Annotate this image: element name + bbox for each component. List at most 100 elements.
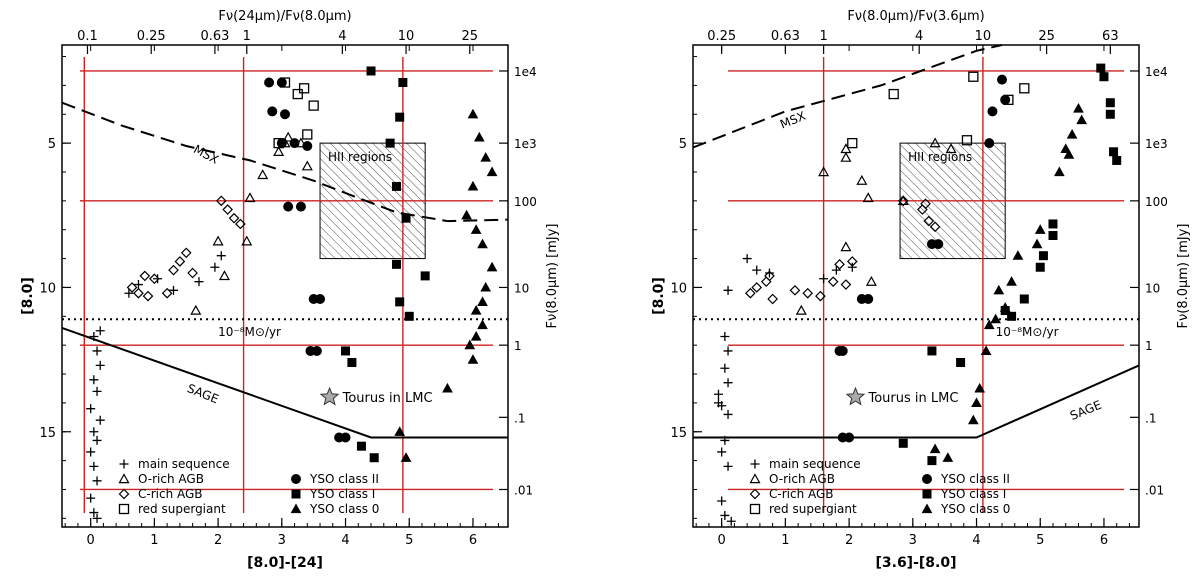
data-point [840,241,852,252]
series-diamond [126,195,246,302]
data-point [865,275,877,286]
data-point [92,386,102,396]
legend-marker-triangle [118,473,130,484]
data-point [856,174,868,185]
data-point [840,151,852,162]
data-point [1034,224,1046,234]
legend-label: C-rich AGB [138,487,203,501]
legend-label: YSO class I [940,487,1006,501]
data-point [308,100,319,111]
data-point [942,452,954,462]
data-point [187,267,198,279]
series-circle [834,74,1011,443]
data-point [95,415,105,425]
data-point [897,195,909,207]
legend-marker-square [118,503,130,515]
data-point [847,262,857,272]
data-point [283,201,294,212]
top-tick-label: 0.63 [200,29,229,44]
data-point [968,71,979,82]
data-point [1000,94,1011,105]
data-point [1012,250,1024,260]
data-point [847,137,858,149]
data-point [400,452,412,462]
plot-frame [61,44,509,528]
data-point [929,137,941,148]
x-tick-label: 3 [909,533,917,548]
legend-label: YSO class II [309,472,379,486]
data-point [720,332,730,342]
data-point [789,284,801,296]
data-point [1035,262,1045,272]
data-point [95,326,105,336]
data-point [194,277,204,287]
series-triangle [190,131,313,315]
x-tick-label: 2 [845,533,853,548]
data-point [92,476,102,486]
right-tick-label: .01 [514,483,533,497]
x-tick-label: 4 [341,533,349,548]
data-point [190,304,202,315]
data-point [840,279,852,290]
msx-limit-curve [61,101,509,223]
series-filledtriangle [394,108,498,462]
data-point [844,432,855,443]
data-point [723,378,733,388]
data-point [244,192,256,203]
top-tick-label: 25 [1038,29,1055,44]
y-tick-label: 5 [48,137,56,152]
data-point [302,129,313,140]
x-tick-label: 5 [1036,533,1044,548]
data-point [1006,276,1017,286]
data-point [983,319,995,330]
series-plus [713,254,857,526]
data-point [216,251,226,261]
data-point [89,427,99,437]
top-tick-label: 0.25 [137,29,166,44]
legend-marker-plus [119,459,129,469]
hii-region-label: HII regions [328,150,392,164]
data-point [92,346,102,356]
data-point [133,280,143,290]
data-point [315,293,326,304]
taurus-label: Tourus in LMC [867,391,958,406]
data-point [764,270,775,282]
top-tick-label: 10 [975,29,992,44]
data-point [470,305,482,315]
x-tick-label: 0 [87,533,95,548]
series-diamond [744,195,941,305]
legend-marker-circle [291,474,301,484]
sage-limit-curve [61,326,508,439]
x-tick-label: 3 [278,533,286,548]
data-point [720,510,730,520]
legend-label: red supergiant [138,502,226,516]
data-point [401,213,411,223]
data-point [863,293,874,304]
data-point [831,265,841,275]
sage-label: SAGE [1068,398,1104,423]
data-point [210,262,220,272]
data-point [298,83,310,94]
data-point [1066,128,1078,139]
x-tick-label: 6 [1100,533,1108,548]
data-point [956,357,966,367]
data-point [834,259,845,270]
legend-marker-filledtriangle [290,503,302,514]
data-point [480,281,492,292]
data-point [280,109,290,120]
data-point [340,432,351,443]
data-point [420,271,430,281]
data-point [228,212,240,224]
data-point [180,247,192,259]
legend-marker-diamond [118,488,130,500]
right-tick-label: 1 [514,339,522,353]
data-point [987,106,998,117]
right-tick-label: 100 [1145,195,1168,209]
legend-label: main sequence [769,457,861,471]
data-point [1060,143,1072,154]
taurus-label: Tourus in LMC [342,391,433,406]
x-tick-label: 4 [972,533,980,548]
data-point [1073,102,1084,113]
